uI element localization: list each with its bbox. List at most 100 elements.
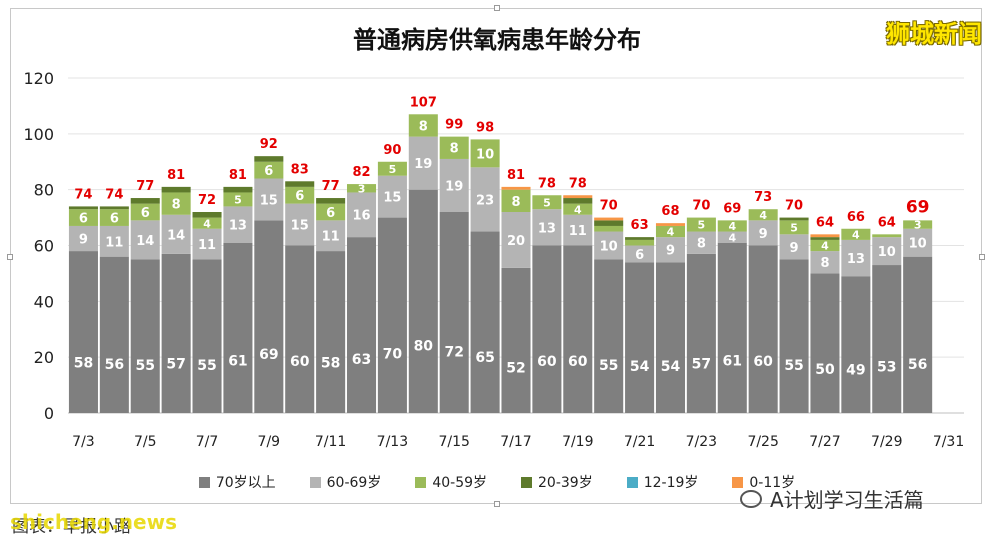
x-tick-label: 7/5	[134, 434, 157, 450]
chart-caption: 图表：早报小路	[12, 517, 131, 537]
data-label: 6	[264, 164, 273, 179]
bar-segment	[625, 237, 655, 240]
total-label: 77	[322, 179, 340, 194]
data-label: 6	[110, 212, 119, 227]
bar-segment	[68, 251, 98, 413]
data-label: 70	[383, 346, 403, 362]
bar-segment	[161, 192, 191, 215]
data-label: 4	[667, 226, 675, 239]
bar-segment	[346, 184, 377, 193]
total-label: 64	[816, 215, 834, 230]
data-label: 55	[784, 358, 803, 374]
bar-segment	[254, 178, 284, 221]
bar-segment	[192, 228, 222, 260]
x-tick-label: 7/17	[500, 434, 531, 450]
total-label: 90	[383, 143, 401, 158]
x-tick-label: 7/11	[315, 434, 346, 450]
bar-segment	[563, 245, 593, 413]
data-label: 15	[260, 193, 278, 208]
bar-segment	[68, 225, 98, 252]
data-label: 10	[909, 237, 927, 252]
x-tick-label: 7/3	[72, 434, 95, 450]
bar-segment	[686, 253, 716, 413]
total-label: 92	[260, 137, 278, 152]
bar-segment	[161, 214, 191, 254]
bar-segment	[903, 228, 933, 257]
bar-segment	[408, 189, 438, 413]
legend-label: 40-59岁	[432, 475, 488, 491]
legend-item: 60-69岁	[309, 472, 382, 492]
bar-segment	[686, 217, 716, 232]
data-label: 4	[759, 209, 767, 222]
legend-item: 20-39岁	[521, 472, 593, 492]
data-label: 13	[229, 219, 247, 234]
bar-segment	[439, 158, 469, 212]
data-label: 65	[475, 350, 494, 366]
total-label: 78	[569, 176, 587, 191]
data-label: 11	[322, 230, 340, 245]
bar-segment	[810, 251, 840, 274]
resize-handle-left[interactable]	[7, 254, 13, 260]
data-label: 5	[543, 196, 551, 209]
bar-segment	[841, 228, 871, 240]
data-label: 10	[878, 245, 896, 260]
data-label: 58	[74, 356, 93, 372]
resize-handle-bottom[interactable]	[494, 501, 500, 507]
bar-segment	[625, 239, 655, 246]
bar-segment	[903, 256, 933, 413]
data-label: 4	[852, 229, 860, 242]
bar-segment	[594, 259, 624, 413]
data-label: 60	[753, 354, 773, 370]
bar-segment	[130, 203, 160, 221]
bar-segment	[254, 220, 284, 413]
bar-segment	[532, 245, 562, 413]
data-label: 15	[291, 219, 309, 234]
data-label: 8	[172, 198, 181, 213]
bar-segment	[377, 217, 407, 413]
data-label: 3	[914, 219, 922, 232]
total-label: 69	[906, 197, 930, 217]
data-label: 58	[321, 356, 340, 372]
bar-segment	[594, 220, 624, 226]
y-tick-label: 80	[34, 181, 54, 200]
bar-segment	[285, 181, 315, 187]
bar-segment	[192, 259, 222, 413]
resize-handle-right[interactable]	[979, 254, 985, 260]
bar-segment	[563, 214, 593, 246]
x-tick-label: 7/21	[624, 434, 655, 450]
legend-swatch	[415, 476, 427, 488]
bar-segment	[346, 192, 377, 238]
bar-segment	[254, 161, 284, 179]
data-label: 13	[538, 221, 556, 236]
total-label: 98	[476, 120, 494, 135]
data-label: 23	[476, 193, 494, 208]
x-tick-label: 7/9	[258, 434, 281, 450]
legend-label: 60-69岁	[326, 475, 382, 491]
bar-segment	[223, 192, 253, 207]
wechat-icon	[740, 489, 762, 508]
legend-swatch	[626, 476, 638, 488]
bar-segment	[779, 259, 809, 413]
data-label: 11	[105, 235, 123, 250]
data-label: 9	[666, 244, 675, 259]
x-tick-label: 7/25	[747, 434, 778, 450]
total-label: 74	[105, 187, 123, 202]
resize-handle-top[interactable]	[494, 5, 500, 11]
bar-segment	[625, 262, 655, 413]
bar-segment	[254, 156, 284, 162]
x-tick-label: 7/31	[933, 434, 964, 450]
legend-swatch	[309, 476, 321, 488]
data-label: 55	[135, 358, 154, 374]
legend-swatch	[198, 476, 210, 488]
data-label: 19	[414, 157, 432, 172]
data-label: 6	[635, 248, 644, 263]
bar-segment	[99, 256, 129, 413]
data-label: 4	[728, 231, 736, 244]
data-label: 9	[790, 241, 799, 256]
data-label: 61	[723, 353, 742, 369]
bar-segment	[872, 234, 902, 238]
data-label: 5	[389, 163, 397, 176]
x-tick-label: 7/13	[377, 434, 408, 450]
y-tick-label: 20	[34, 348, 54, 367]
total-label: 70	[692, 199, 710, 214]
